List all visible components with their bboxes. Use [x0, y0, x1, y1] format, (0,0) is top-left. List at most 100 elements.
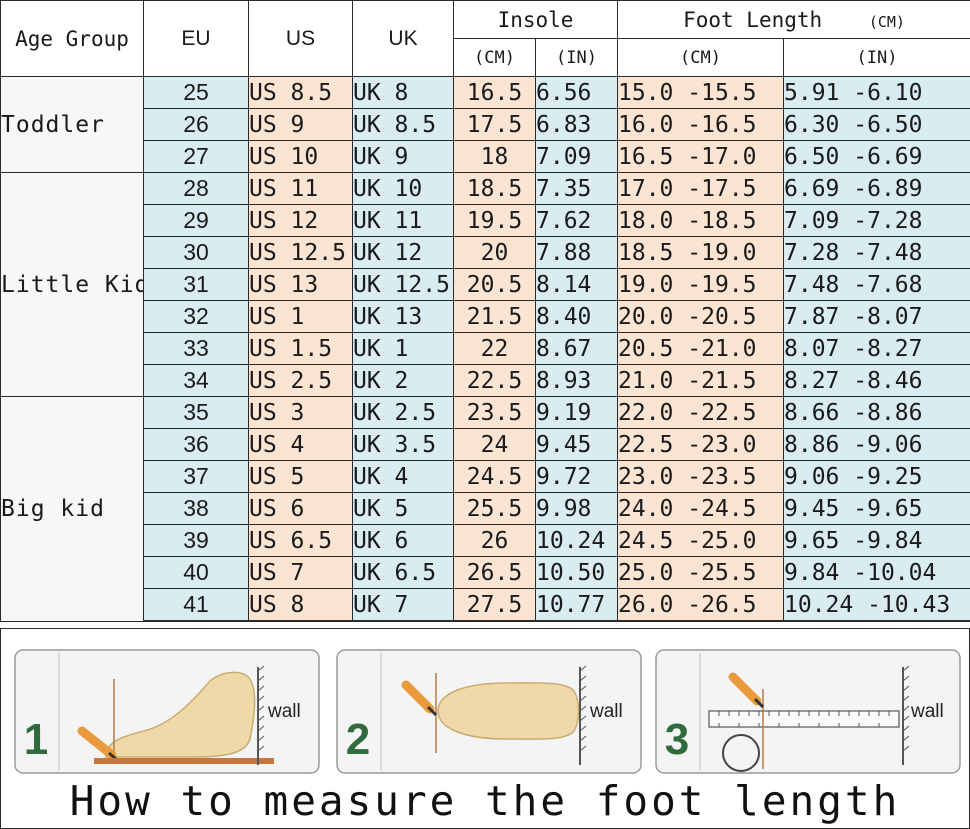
header-uk: UK	[353, 1, 454, 77]
uk-cell: UK 12	[353, 237, 454, 269]
header-foot-length: Foot Length (CM)	[618, 1, 970, 39]
foot-cm-cell: 17.0 -17.5	[618, 173, 784, 205]
insole-in-cell: 9.98	[536, 493, 618, 525]
insole-in-cell: 7.09	[536, 141, 618, 173]
us-cell: US 4	[249, 429, 353, 461]
foot-cm-cell: 25.0 -25.5	[618, 557, 784, 589]
insole-cm-cell: 18	[454, 141, 536, 173]
age-group-cell: Toddler	[1, 77, 144, 173]
foot-cm-cell: 18.0 -18.5	[618, 205, 784, 237]
foot-cm-cell: 16.0 -16.5	[618, 109, 784, 141]
insole-cm-cell: 26.5	[454, 557, 536, 589]
insole-in-cell: 6.83	[536, 109, 618, 141]
eu-cell: 34	[144, 365, 249, 397]
step-2-illustration: 2 wall	[336, 649, 642, 774]
uk-cell: UK 8	[353, 77, 454, 109]
foot-in-cell: 7.87 -8.07	[784, 301, 970, 333]
foot-in-cell: 9.84 -10.04	[784, 557, 970, 589]
foot-in-cell: 7.28 -7.48	[784, 237, 970, 269]
insole-cm-cell: 16.5	[454, 77, 536, 109]
foot-in-cell: 8.86 -9.06	[784, 429, 970, 461]
uk-cell: UK 7	[353, 589, 454, 622]
us-cell: US 10	[249, 141, 353, 173]
insole-in-cell: 8.14	[536, 269, 618, 301]
foot-cm-cell: 21.0 -21.5	[618, 365, 784, 397]
ruler-icon	[709, 711, 899, 727]
header-eu: EU	[144, 1, 249, 77]
uk-cell: UK 5	[353, 493, 454, 525]
uk-cell: UK 4	[353, 461, 454, 493]
eu-cell: 32	[144, 301, 249, 333]
insole-in-cell: 8.40	[536, 301, 618, 333]
step-2-panel: 2 wall	[336, 649, 642, 774]
us-cell: US 12.5	[249, 237, 353, 269]
insole-in-cell: 6.56	[536, 77, 618, 109]
eu-cell: 40	[144, 557, 249, 589]
foot-cm-cell: 22.5 -23.0	[618, 429, 784, 461]
uk-cell: UK 2	[353, 365, 454, 397]
step-3-illustration: 3 wall	[655, 649, 961, 774]
us-cell: US 7	[249, 557, 353, 589]
foot-in-cell: 10.24 -10.43	[784, 589, 970, 622]
insole-in-cell: 7.88	[536, 237, 618, 269]
insole-in-cell: 9.72	[536, 461, 618, 493]
insole-cm-cell: 25.5	[454, 493, 536, 525]
header-foot-in: (IN)	[784, 39, 970, 77]
eu-cell: 26	[144, 109, 249, 141]
foot-cm-cell: 20.0 -20.5	[618, 301, 784, 333]
wall-label: wall	[267, 701, 301, 722]
us-cell: US 13	[249, 269, 353, 301]
wall-label: wall	[910, 701, 944, 722]
uk-cell: UK 1	[353, 333, 454, 365]
insole-cm-cell: 24	[454, 429, 536, 461]
foot-in-cell: 7.48 -7.68	[784, 269, 970, 301]
us-cell: US 6	[249, 493, 353, 525]
uk-cell: UK 3.5	[353, 429, 454, 461]
insole-cm-cell: 22.5	[454, 365, 536, 397]
insole-cm-cell: 22	[454, 333, 536, 365]
foot-in-cell: 8.27 -8.46	[784, 365, 970, 397]
foot-cm-cell: 22.0 -22.5	[618, 397, 784, 429]
measure-caption: How to measure the foot length	[1, 777, 969, 825]
foot-cm-cell: 20.5 -21.0	[618, 333, 784, 365]
insole-cm-cell: 19.5	[454, 205, 536, 237]
insole-in-cell: 7.35	[536, 173, 618, 205]
measure-guide: 1 wall 2	[0, 628, 970, 829]
header-insole-in: (IN)	[536, 39, 618, 77]
insole-in-cell: 7.62	[536, 205, 618, 237]
size-chart-table: Age Group EU US UK Insole Foot Length (C…	[0, 0, 970, 622]
foot-cm-cell: 24.0 -24.5	[618, 493, 784, 525]
age-group-cell: Little Kid	[1, 173, 144, 397]
uk-cell: UK 8.5	[353, 109, 454, 141]
foot-cm-cell: 26.0 -26.5	[618, 589, 784, 622]
uk-cell: UK 11	[353, 205, 454, 237]
header-foot-length-unit: (CM)	[869, 13, 905, 31]
insole-cm-cell: 18.5	[454, 173, 536, 205]
eu-cell: 41	[144, 589, 249, 622]
insole-in-cell: 10.77	[536, 589, 618, 622]
wall-label: wall	[589, 701, 623, 722]
eu-cell: 29	[144, 205, 249, 237]
eu-cell: 30	[144, 237, 249, 269]
foot-icon	[438, 683, 579, 739]
foot-cm-cell: 24.5 -25.0	[618, 525, 784, 557]
insole-cm-cell: 24.5	[454, 461, 536, 493]
foot-cm-cell: 18.5 -19.0	[618, 237, 784, 269]
eu-cell: 27	[144, 141, 249, 173]
insole-in-cell: 10.24	[536, 525, 618, 557]
insole-cm-cell: 23.5	[454, 397, 536, 429]
foot-in-cell: 6.50 -6.69	[784, 141, 970, 173]
foot-in-cell: 9.45 -9.65	[784, 493, 970, 525]
